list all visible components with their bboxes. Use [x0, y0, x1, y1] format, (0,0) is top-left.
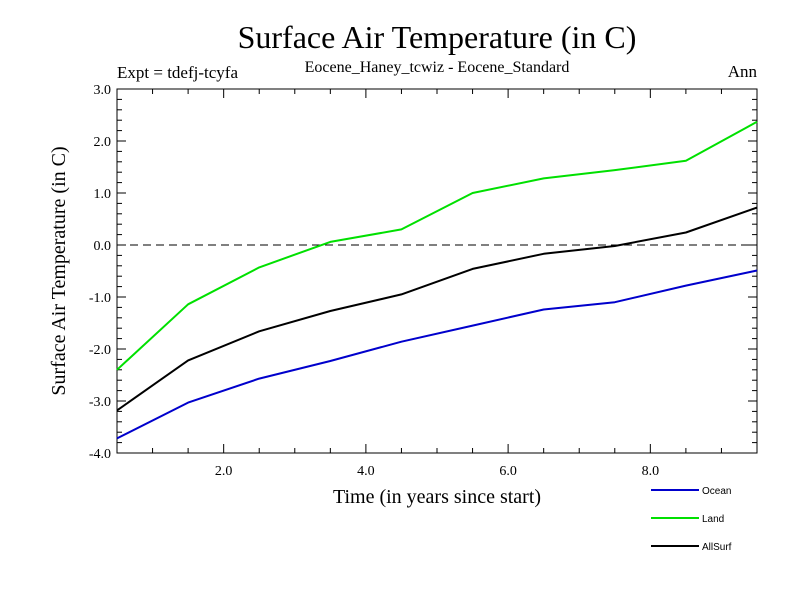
y-tick-label: 3.0: [94, 83, 112, 98]
chart-title: Surface Air Temperature (in C): [238, 19, 637, 55]
y-tick-label: -2.0: [89, 343, 111, 358]
x-tick-label: 8.0: [642, 464, 660, 479]
x-axis-label: Time (in years since start): [333, 486, 541, 508]
series-line-ocean: [116, 269, 758, 440]
y-tick-label: 1.0: [94, 187, 112, 202]
y-axis-label: Surface Air Temperature (in C): [48, 146, 70, 395]
x-tick-labels: 2.0 4.0 6.0 8.0: [215, 464, 659, 479]
y-tick-label: 2.0: [94, 135, 112, 150]
y-tick-labels: -4.0 -3.0 -2.0 -1.0 0.0 1.0 2.0 3.0: [89, 83, 111, 462]
legend-label-land: Land: [702, 514, 724, 525]
plot-frame: [116, 88, 758, 454]
series-line-allsurf: [116, 206, 758, 412]
season-label: Ann: [728, 62, 758, 81]
y-tick-label: -3.0: [89, 395, 111, 410]
y-tick-label: 0.0: [94, 239, 112, 254]
series-line-land: [116, 120, 758, 371]
x-tick-label: 2.0: [215, 464, 233, 479]
axis-ticks: [117, 88, 758, 454]
comparison-label: Eocene_Haney_tcwiz - Eocene_Standard: [305, 59, 570, 76]
legend-label-ocean: Ocean: [702, 486, 731, 497]
x-tick-label: 4.0: [357, 464, 375, 479]
experiment-label: Expt = tdefj-tcyfa: [117, 63, 238, 82]
y-tick-label: -4.0: [89, 447, 111, 462]
x-tick-label: 6.0: [499, 464, 517, 479]
legend-label-allsurf: AllSurf: [702, 542, 732, 553]
plot-area: [116, 88, 758, 454]
series-lines: [116, 120, 758, 440]
y-tick-label: -1.0: [89, 291, 111, 306]
legend: Ocean Land AllSurf: [651, 486, 732, 553]
